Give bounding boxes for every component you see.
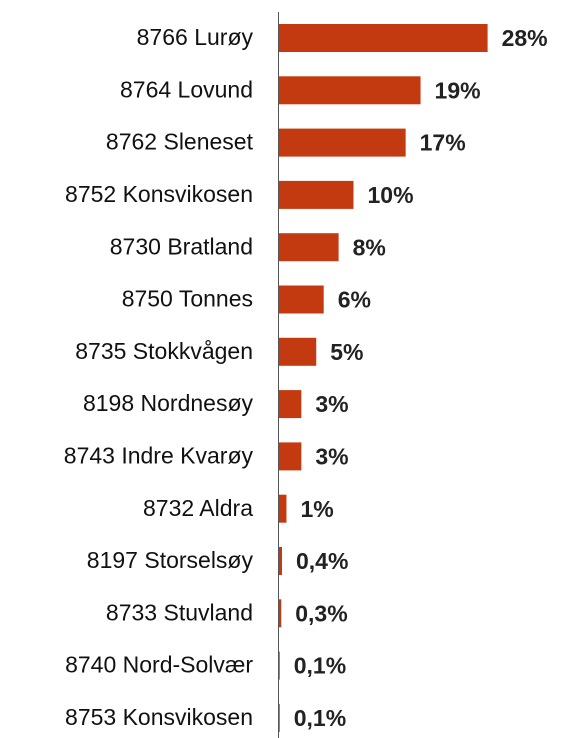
bar: [279, 128, 406, 157]
bar: [279, 24, 488, 52]
category-label: 8735 Stokkvågen: [75, 338, 253, 364]
bar: [279, 390, 302, 419]
bar: [279, 547, 282, 575]
value-label: 0,4%: [296, 548, 348, 574]
bar: [279, 337, 317, 366]
value-label: 5%: [330, 339, 363, 365]
category-label: 8197 Storselsøy: [87, 547, 254, 573]
value-label: 3%: [315, 391, 348, 417]
value-label: 6%: [338, 287, 371, 313]
bar: [279, 233, 339, 262]
bar: [279, 285, 324, 314]
bar: [279, 651, 280, 680]
value-label: 8%: [353, 234, 386, 260]
category-label: 8740 Nord-Solvær: [65, 652, 253, 678]
category-label: 8753 Konsvikosen: [65, 704, 253, 730]
bar: [279, 599, 282, 628]
value-label: 0,1%: [294, 653, 346, 679]
value-label: 10%: [368, 182, 414, 208]
bar: [279, 76, 421, 105]
category-label: 8733 Stuvland: [106, 599, 253, 625]
category-label: 8198 Nordnesøy: [83, 390, 254, 416]
category-label: 8752 Konsvikosen: [65, 181, 253, 207]
value-label: 0,1%: [294, 705, 346, 731]
bar: [279, 703, 280, 732]
category-label: 8743 Indre Kvarøy: [64, 442, 254, 468]
bar: [279, 442, 302, 471]
category-label: 8732 Aldra: [143, 495, 253, 521]
value-label: 3%: [315, 443, 348, 469]
value-label: 28%: [502, 25, 548, 51]
category-label: 8766 Lurøy: [137, 24, 254, 50]
value-label: 1%: [300, 496, 333, 522]
value-label: 19%: [435, 77, 481, 103]
category-label: 8730 Bratland: [110, 233, 253, 259]
category-label: 8762 Sleneset: [106, 129, 254, 155]
category-label: 8764 Lovund: [120, 76, 253, 102]
category-label: 8750 Tonnes: [122, 286, 253, 312]
value-label: 0,3%: [295, 600, 347, 626]
value-label: 17%: [420, 130, 466, 156]
bar: [279, 494, 287, 523]
bar: [279, 180, 354, 209]
